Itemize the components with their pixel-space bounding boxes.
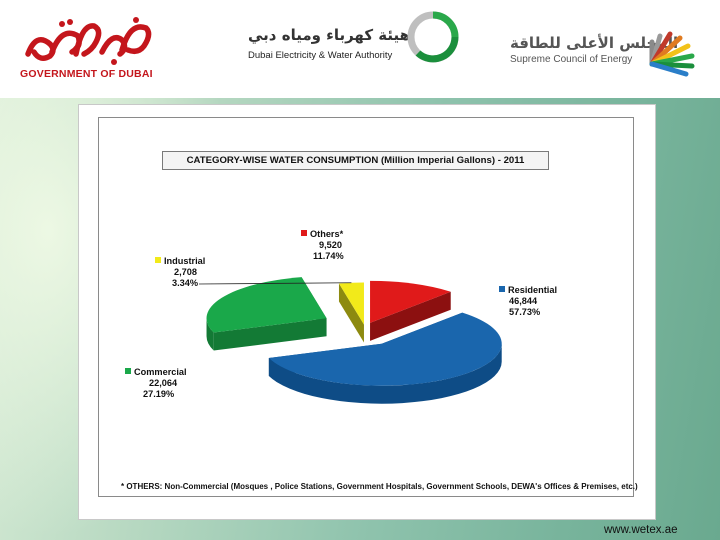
- sce-arabic-text: المجلس الأعلى للطاقة: [510, 34, 679, 52]
- label-commercial-name: Commercial: [134, 367, 187, 377]
- dewa-ring-icon: [407, 11, 459, 63]
- pie-slice-industrial-top: [338, 282, 364, 325]
- sce-english-text: Supreme Council of Energy: [510, 54, 633, 65]
- dewa-english-text: Dubai Electricity & Water Authority: [248, 50, 393, 61]
- pie-slice-others-top: [370, 280, 451, 323]
- legend-swatch-residential: [499, 286, 505, 292]
- label-others-value: 9,520: [319, 240, 342, 250]
- label-commercial: Commercial 22,064 27.19%: [125, 367, 187, 400]
- pie-slice-commercial-side: [206, 318, 214, 351]
- legend-swatch-commercial: [125, 368, 131, 374]
- pie-slice-industrial: [338, 282, 364, 343]
- leader-line-industrial: [198, 282, 352, 285]
- label-residential-percent: 57.73%: [509, 307, 541, 317]
- dewa-arabic-text: هيئة كهرباء ومياه دبي: [248, 26, 411, 44]
- label-commercial-value: 22,064: [149, 378, 178, 388]
- pie-chart: [198, 277, 502, 404]
- pie-slice-others-cut-1: [370, 291, 451, 341]
- pie-slice-commercial-top: [206, 277, 327, 333]
- government-of-dubai-logo: GOVERNMENT OF DUBAI: [18, 14, 158, 84]
- website-url[interactable]: www.wetex.ae: [604, 524, 678, 536]
- pie-slice-residential-top: [268, 312, 502, 386]
- dewa-logo: هيئة كهرباء ومياه دبي Dubai Electricity …: [240, 10, 460, 80]
- chart-area: CATEGORY-WISE WATER CONSUMPTION (Million…: [98, 117, 638, 497]
- chart-footnote: * OTHERS: Non-Commercial (Mosques , Poli…: [121, 482, 638, 491]
- supreme-council-of-energy-logo: المجلس الأعلى للطاقة Supreme Council of …: [508, 16, 708, 86]
- pie-slice-others: [370, 280, 451, 341]
- pie-slice-commercial: [206, 277, 327, 351]
- label-industrial-percent: 3.34%: [172, 278, 199, 288]
- sce-sunburst-icon: [649, 31, 695, 77]
- label-residential-name: Residential: [508, 285, 558, 295]
- chart-frame: CATEGORY-WISE WATER CONSUMPTION (Million…: [78, 104, 656, 520]
- pie-slice-residential: [268, 312, 502, 404]
- label-commercial-percent: 27.19%: [143, 389, 175, 399]
- label-others-name: Others*: [310, 229, 344, 239]
- label-industrial-value: 2,708: [174, 267, 197, 277]
- pie-slice-commercial-cut-0: [213, 318, 327, 351]
- legend-swatch-industrial: [155, 257, 161, 263]
- label-others: Others* 9,520 11.74%: [301, 229, 344, 262]
- label-residential-value: 46,844: [509, 296, 538, 306]
- header-bar: GOVERNMENT OF DUBAI هيئة كهرباء ومياه دب…: [0, 0, 720, 98]
- legend-swatch-others: [301, 230, 307, 236]
- label-others-percent: 11.74%: [313, 251, 344, 261]
- label-residential: Residential 46,844 57.73%: [499, 285, 557, 318]
- label-industrial: Industrial 2,708 3.34%: [155, 256, 205, 289]
- label-industrial-name: Industrial: [164, 256, 206, 266]
- pie-slice-residential-side: [268, 343, 502, 404]
- government-of-dubai-text: GOVERNMENT OF DUBAI: [20, 68, 153, 80]
- chart-title: CATEGORY-WISE WATER CONSUMPTION (Million…: [162, 151, 549, 170]
- government-of-dubai-arabic-logotype-icon: [25, 17, 152, 65]
- pie-slice-industrial-cut-0: [338, 283, 364, 343]
